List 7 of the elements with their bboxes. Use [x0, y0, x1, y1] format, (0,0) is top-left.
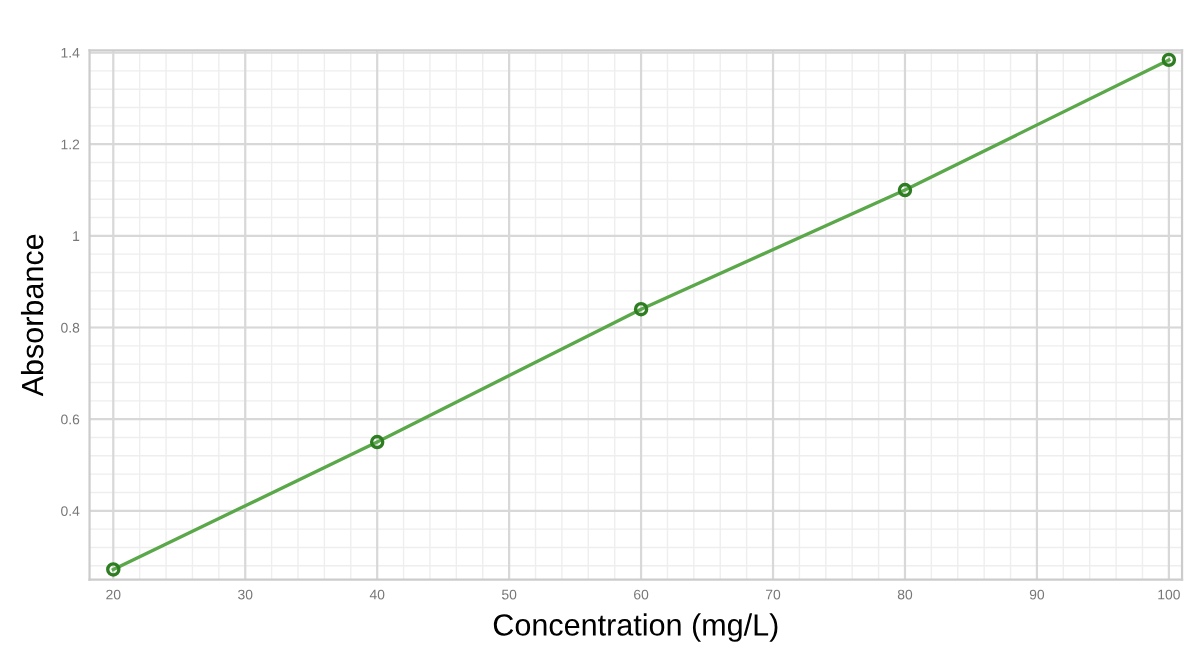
point [106, 562, 121, 577]
point [1161, 52, 1177, 68]
x-axis-title: Concentration (mg/L) [493, 613, 778, 642]
y-axis-title: Absorbance [20, 234, 44, 397]
point [633, 301, 649, 317]
point [897, 182, 913, 198]
point [369, 434, 385, 450]
